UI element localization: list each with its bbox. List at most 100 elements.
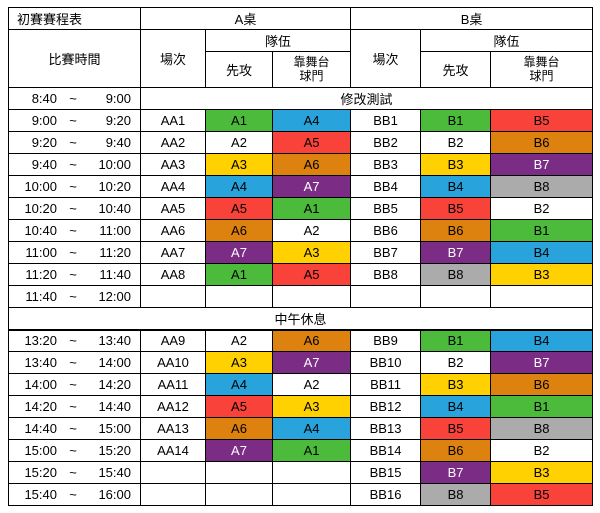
team-cell <box>490 285 594 308</box>
first-attack-header-b: 先攻 <box>420 51 492 88</box>
table-row: 9:20 ~9:40 AA2 A2 A5 BB2 B2 B6 <box>8 131 594 154</box>
team-cell: B3 <box>420 373 492 396</box>
match-cell <box>140 285 206 308</box>
time-end: 14:00 <box>98 355 131 370</box>
time-cell: 13:20 ~13:40 <box>8 329 141 352</box>
team-cell: A5 <box>271 131 352 154</box>
time-separator: ~ <box>69 355 77 370</box>
time-cell: 8:40 ~9:00 <box>8 87 141 110</box>
time-start: 14:00 <box>24 377 57 392</box>
table-row: 15:00 ~15:20 AA14 A7 A1 BB14 B6 B2 <box>8 439 594 462</box>
time-range: 15:20 ~15:40 <box>11 465 138 480</box>
time-separator: ~ <box>69 289 77 304</box>
time-end: 15:00 <box>98 421 131 436</box>
match-cell: BB5 <box>350 197 422 220</box>
team-cell: A6 <box>205 219 273 242</box>
time-separator: ~ <box>69 157 77 172</box>
match-cell: AA5 <box>140 197 206 220</box>
team-cell <box>205 461 273 484</box>
team-cell: A2 <box>271 219 352 242</box>
team-cell: A2 <box>205 131 273 154</box>
first-attack-header-a: 先攻 <box>205 51 273 88</box>
time-range: 15:00 ~15:20 <box>11 443 138 458</box>
table-row: 11:40 ~12:00 <box>8 285 594 308</box>
team-cell: A7 <box>271 175 352 198</box>
match-cell: BB3 <box>350 153 422 176</box>
time-start: 14:20 <box>24 399 57 414</box>
table-row: 13:20 ~13:40 AA9 A2 A6 BB9 B1 B4 <box>8 329 594 352</box>
time-end: 9:40 <box>105 135 131 150</box>
match-cell <box>140 461 206 484</box>
team-cell: B5 <box>490 483 594 506</box>
table-row: 11:00 ~11:20 AA7 A7 A3 BB7 B7 B4 <box>8 241 594 264</box>
time-separator: ~ <box>69 465 77 480</box>
note-cell: 修改測試 <box>139 87 594 110</box>
time-range: 11:00 ~11:20 <box>11 245 138 260</box>
table-row: 9:00 ~9:20 AA1 A1 A4 BB1 B1 B5 <box>8 109 594 132</box>
team-cell: B4 <box>420 175 492 198</box>
match-cell: BB11 <box>350 373 422 396</box>
time-start: 9:00 <box>31 113 57 128</box>
table-row: 10:20 ~10:40 AA5 A5 A1 BB5 B5 B2 <box>8 197 594 220</box>
time-start: 9:40 <box>31 157 57 172</box>
team-cell: A1 <box>205 263 273 286</box>
team-cell: B2 <box>490 197 594 220</box>
time-end: 11:20 <box>99 245 131 260</box>
team-cell <box>420 285 492 308</box>
match-cell: AA9 <box>140 329 206 352</box>
team-cell: B1 <box>490 219 594 242</box>
time-cell: 11:40 ~12:00 <box>8 285 141 308</box>
team-cell: A5 <box>205 197 273 220</box>
time-end: 11:00 <box>99 223 131 238</box>
team-cell: B5 <box>420 197 492 220</box>
time-cell: 14:00 ~14:20 <box>8 373 141 396</box>
time-range: 11:40 ~12:00 <box>11 289 138 304</box>
time-start: 8:40 <box>31 91 57 106</box>
match-column-header-b: 場次 <box>350 29 422 88</box>
time-end: 14:40 <box>98 399 131 414</box>
match-cell: AA8 <box>140 263 206 286</box>
team-cell: B6 <box>420 439 492 462</box>
team-cell: A5 <box>205 395 273 418</box>
time-separator: ~ <box>69 421 77 436</box>
match-cell: BB15 <box>350 461 422 484</box>
time-separator: ~ <box>69 267 77 282</box>
team-cell: B5 <box>490 109 594 132</box>
time-cell: 10:00 ~10:20 <box>8 175 141 198</box>
team-cell: A6 <box>271 153 352 176</box>
team-cell <box>205 483 273 506</box>
team-cell: A1 <box>205 109 273 132</box>
time-separator: ~ <box>69 223 77 238</box>
team-cell: A5 <box>271 263 352 286</box>
time-range: 10:40 ~11:00 <box>11 223 138 238</box>
time-end: 9:20 <box>105 113 131 128</box>
time-start: 15:40 <box>24 487 57 502</box>
team-cell: A4 <box>205 373 273 396</box>
table-row: 11:20 ~11:40 AA8 A1 A5 BB8 B8 B3 <box>8 263 594 286</box>
time-start: 10:00 <box>24 179 57 194</box>
match-cell: BB14 <box>350 439 422 462</box>
time-cell: 11:20 ~11:40 <box>8 263 141 286</box>
time-start: 9:20 <box>31 135 57 150</box>
match-cell: BB16 <box>350 483 422 506</box>
table-row: 15:20 ~15:40 BB15 B7 B3 <box>8 461 594 484</box>
time-end: 14:20 <box>98 377 131 392</box>
team-cell: B6 <box>420 219 492 242</box>
schedule-header: 初賽賽程表 A桌 B桌 比賽時間 場次 隊伍 場次 隊伍 先攻 靠舞台 球門 先… <box>8 7 594 88</box>
team-cell: B2 <box>490 439 594 462</box>
match-cell: AA13 <box>140 417 206 440</box>
match-cell: BB9 <box>350 329 422 352</box>
team-cell: B8 <box>420 263 492 286</box>
team-cell: B7 <box>490 351 594 374</box>
match-column-header-a: 場次 <box>140 29 206 88</box>
time-cell: 15:00 ~15:20 <box>8 439 141 462</box>
time-range: 10:00 ~10:20 <box>11 179 138 194</box>
table-row: 10:00 ~10:20 AA4 A4 A7 BB4 B4 B8 <box>8 175 594 198</box>
match-cell <box>140 483 206 506</box>
time-cell: 9:00 ~9:20 <box>8 109 141 132</box>
match-cell: AA3 <box>140 153 206 176</box>
team-cell: B1 <box>490 395 594 418</box>
time-end: 13:40 <box>98 333 131 349</box>
team-cell: B4 <box>490 329 594 352</box>
